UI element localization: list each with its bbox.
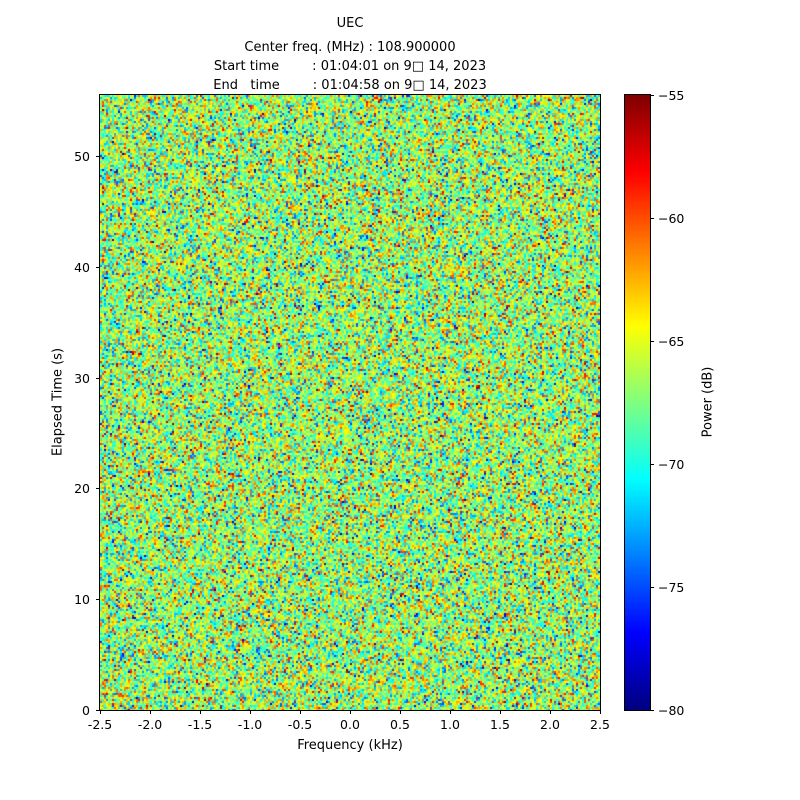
x-tick-mark bbox=[599, 710, 601, 714]
x-tick-mark bbox=[349, 710, 351, 714]
y-tick-label: 40 bbox=[74, 260, 90, 276]
x-tick-label: -1.0 bbox=[237, 717, 263, 732]
x-tick-mark bbox=[499, 710, 501, 714]
colorbar-tick-label: −65 bbox=[658, 333, 685, 349]
y-tick-label: 20 bbox=[74, 481, 90, 497]
x-tick-mark bbox=[249, 710, 251, 714]
colorbar-tick-label: −80 bbox=[658, 702, 685, 718]
x-tick-label: 1.5 bbox=[490, 717, 510, 732]
x-tick-mark bbox=[199, 710, 201, 714]
y-tick-mark bbox=[96, 156, 100, 158]
colorbar-label: Power (dB) bbox=[700, 366, 716, 438]
y-tick-mark bbox=[96, 488, 100, 490]
heatmap-plot-area bbox=[99, 94, 601, 711]
x-tick-mark bbox=[549, 710, 551, 714]
colorbar-tick-mark bbox=[650, 340, 654, 342]
y-tick-label: 0 bbox=[82, 702, 90, 718]
y-tick-label: 10 bbox=[74, 591, 90, 607]
x-tick-label: 0.0 bbox=[340, 717, 360, 732]
x-tick-mark bbox=[449, 710, 451, 714]
x-axis-label: Frequency (kHz) bbox=[297, 738, 403, 753]
colorbar-tick-label: −75 bbox=[658, 579, 685, 595]
x-tick-mark bbox=[299, 710, 301, 714]
y-tick-label: 30 bbox=[74, 370, 90, 386]
y-tick-label: 50 bbox=[74, 149, 90, 165]
x-tick-label: 1.0 bbox=[440, 717, 460, 732]
chart-title: UEC bbox=[336, 16, 364, 31]
colorbar-tick-mark bbox=[650, 94, 654, 96]
colorbar bbox=[624, 94, 651, 711]
colorbar-tick-label: −70 bbox=[658, 456, 685, 472]
x-tick-label: -2.0 bbox=[137, 717, 163, 732]
x-tick-label: -0.5 bbox=[287, 717, 313, 732]
x-tick-label: -1.5 bbox=[187, 717, 213, 732]
x-tick-label: 2.0 bbox=[540, 717, 560, 732]
colorbar-tick-label: −55 bbox=[658, 87, 685, 103]
colorbar-tick-label: −60 bbox=[658, 210, 685, 226]
colorbar-tick-mark bbox=[650, 217, 654, 219]
x-tick-label: -2.5 bbox=[87, 717, 113, 732]
y-tick-mark bbox=[96, 598, 100, 600]
colorbar-tick-mark bbox=[650, 709, 654, 711]
y-tick-mark bbox=[96, 377, 100, 379]
colorbar-tick-mark bbox=[650, 463, 654, 465]
x-tick-label: 0.5 bbox=[390, 717, 410, 732]
x-tick-mark bbox=[149, 710, 151, 714]
center-freq-line: Center freq. (MHz) : 108.900000 bbox=[244, 40, 456, 55]
heatmap-canvas bbox=[100, 95, 600, 710]
y-tick-mark bbox=[96, 267, 100, 269]
end-time-line: End time : 01:04:58 on 9□ 14, 2023 bbox=[213, 78, 487, 93]
y-tick-mark bbox=[96, 709, 100, 711]
x-tick-mark bbox=[399, 710, 401, 714]
y-axis-label: Elapsed Time (s) bbox=[50, 347, 66, 457]
x-tick-label: 2.5 bbox=[590, 717, 610, 732]
start-time-line: Start time : 01:04:01 on 9□ 14, 2023 bbox=[213, 59, 487, 74]
colorbar-canvas bbox=[625, 95, 650, 710]
x-tick-mark bbox=[99, 710, 101, 714]
colorbar-tick-mark bbox=[650, 586, 654, 588]
